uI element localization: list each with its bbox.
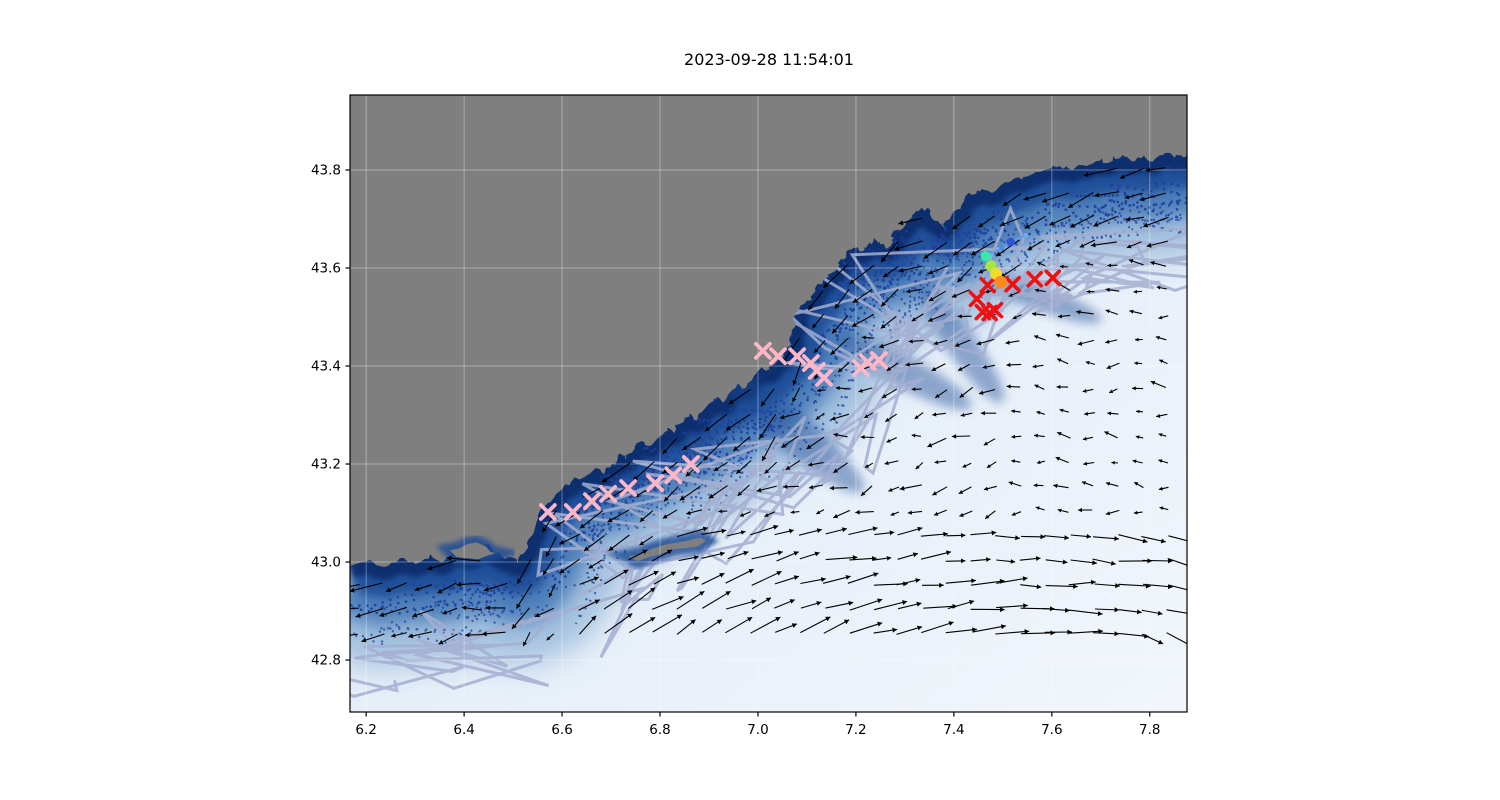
x-tick-label: 7.6 (1041, 722, 1062, 738)
y-tick-label: 43.4 (311, 359, 341, 375)
pink-x-central-chain-markers (753, 341, 888, 387)
trajectory-point (1006, 237, 1015, 247)
axes: 6.2 6.4 6.6 6.8 7.0 7.2 7.4 7.6 7.8 42.8 43.0 43.2 4… (311, 162, 1161, 738)
land-mass (350, 95, 1187, 567)
x-tick-label: 6.2 (355, 722, 376, 738)
x-tick-label: 7.4 (943, 722, 964, 738)
drifter-trajectory (980, 233, 1029, 289)
x-tick-label: 7.8 (1139, 722, 1160, 738)
y-tick-label: 43.0 (311, 555, 341, 571)
x-tick-label: 6.4 (453, 722, 474, 738)
y-tick-label: 43.8 (311, 162, 341, 178)
island (449, 542, 496, 560)
red-x-cluster-markers (968, 269, 1062, 322)
trajectory-point (980, 251, 991, 262)
pink-x-southwest-chain-markers (538, 455, 700, 521)
trajectory-point (994, 275, 1008, 289)
plot-title: 2023-09-28 11:54:01 (684, 50, 854, 69)
y-tick-label: 43.6 (311, 260, 341, 276)
x-tick-label: 6.6 (551, 722, 572, 738)
x-tick-label: 7.2 (845, 722, 866, 738)
island (628, 537, 707, 562)
x-tick-label: 6.8 (649, 722, 670, 738)
plot-border (349, 94, 1188, 713)
x-tick-label: 7.0 (747, 722, 768, 738)
y-tick-label: 42.8 (311, 653, 341, 669)
trajectory-point (999, 245, 1005, 251)
map-layers (350, 95, 1187, 712)
current-quiver (350, 167, 1187, 647)
trajectory-point (1023, 233, 1029, 238)
y-tick-label: 43.2 (311, 457, 341, 473)
depth-contours (350, 181, 1187, 698)
